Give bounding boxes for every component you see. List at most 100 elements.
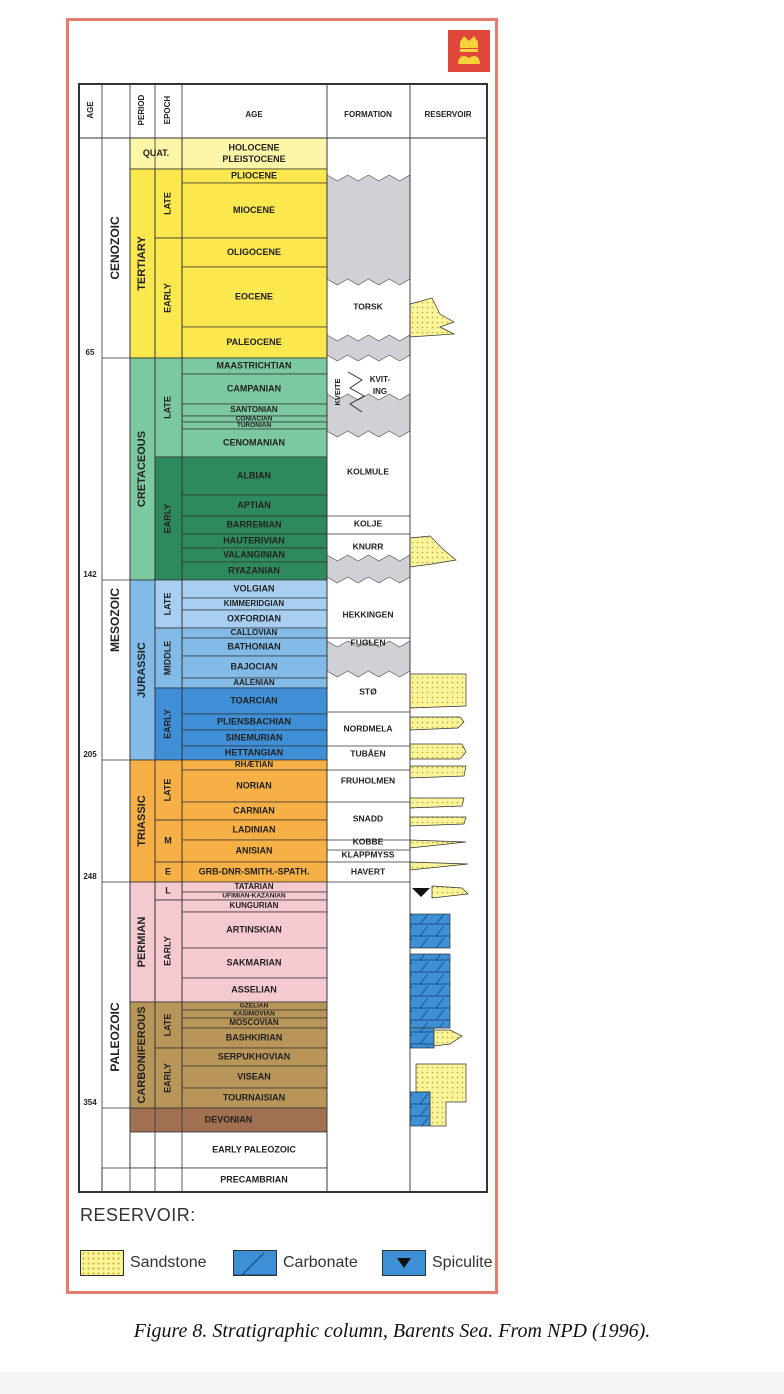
stage-label: SERPUKHOVIAN <box>218 1051 291 1061</box>
formation-label: KOLJE <box>354 518 383 528</box>
hiatus-area <box>326 174 411 286</box>
sandstone-body <box>409 816 467 827</box>
hiatus-area <box>326 554 411 584</box>
stage-label: CARNIAN <box>233 805 275 815</box>
stage-label: PALEOCENE <box>226 337 281 347</box>
stage-label: MOSCOVIAN <box>229 1018 279 1027</box>
stage-label: KUNGURIAN <box>230 901 279 910</box>
stage-band <box>181 911 328 949</box>
stage-band <box>181 373 328 405</box>
formation-label: FUGLEN <box>351 637 386 647</box>
legend-title: RESERVOIR: <box>80 1205 196 1225</box>
formation-label: HEKKINGEN <box>342 609 393 619</box>
stage-label: HAUTERIVIAN <box>223 535 285 545</box>
legend-sandstone: Sandstone <box>80 1250 207 1276</box>
header-age: AGE <box>86 101 95 119</box>
stage-band <box>181 977 328 1003</box>
npd-logo-icon <box>448 30 490 72</box>
legend-sandstone-label: Sandstone <box>130 1254 207 1271</box>
stage-label: MIOCENE <box>233 205 275 215</box>
period-label: TERTIARY <box>136 236 148 291</box>
stage-label: CENOMANIAN <box>223 437 285 447</box>
stage-band <box>181 237 328 268</box>
header-age-name: AGE <box>245 110 263 119</box>
stage-label: BATHONIAN <box>227 641 280 651</box>
stage-label: RHÆTIAN <box>235 760 273 769</box>
stage-label: SANTONIAN <box>230 405 278 414</box>
formation-label: ING <box>373 387 387 396</box>
header-formation: FORMATION <box>344 110 392 119</box>
stage-label: PLIENSBACHIAN <box>217 716 291 726</box>
stage-label: PRECAMBRIAN <box>220 1174 288 1184</box>
era-label: PALEOZOIC <box>108 1002 122 1071</box>
sandstone-body <box>409 797 465 809</box>
age-tick-label: 205 <box>83 750 97 759</box>
formation-label: TUBÅEN <box>350 748 385 758</box>
age-tick-label: 65 <box>86 348 95 357</box>
stage-label: KIMMERIDGIAN <box>224 599 285 608</box>
hiatus-area <box>326 334 411 362</box>
sandstone-body <box>409 297 456 338</box>
formation-label: NORDMELA <box>343 723 392 733</box>
age-tick-label: 354 <box>83 1098 97 1107</box>
stage-label: PLEISTOCENE <box>222 154 285 164</box>
formation-label: KLAPPMYSS <box>342 849 395 859</box>
formation-label: FRUHOLMEN <box>341 775 395 785</box>
header-epoch: EPOCH <box>163 96 172 125</box>
header-period: PERIOD <box>137 94 146 125</box>
stage-label: HOLOCENE <box>228 143 279 153</box>
formation-label: SNADD <box>353 813 383 823</box>
stage-label: HETTANGIAN <box>225 747 283 757</box>
figure-caption: Figure 8. Stratigraphic column, Barents … <box>133 1320 651 1342</box>
stage-label: AALENIAN <box>233 678 275 687</box>
stage-label: GRB-DNR-SMITH.-SPATH. <box>199 866 310 876</box>
spiculite-swatch-icon <box>382 1250 426 1276</box>
stage-label: BAJOCIAN <box>230 661 277 671</box>
stage-label: GZELIAN <box>240 1003 269 1010</box>
period-label: PERMIAN <box>136 917 148 968</box>
stage-label: CAMPANIAN <box>227 383 281 393</box>
stage-band <box>181 326 328 359</box>
formation-label: KNURR <box>353 541 384 551</box>
age-tick-label: 248 <box>83 872 97 881</box>
epoch-label: E <box>165 866 171 876</box>
stage-label: EOCENE <box>235 291 273 301</box>
epoch-label: EARLY <box>162 709 172 739</box>
period-label: TRIASSIC <box>136 795 148 846</box>
legend-carbonate: Carbonate <box>233 1250 358 1276</box>
period-label: JURASSIC <box>136 642 148 698</box>
header-reservoir: RESERVOIR <box>425 110 472 119</box>
spiculite-marker-icon <box>412 888 430 897</box>
stage-label: TATARIAN <box>234 882 273 891</box>
sandstone-swatch-icon <box>80 1250 124 1276</box>
stage-label: ARTINSKIAN <box>226 924 282 934</box>
column-svg: AGE PERIOD EPOCH AGE FORMATION RESERVOIR HOLOC… <box>80 85 486 1191</box>
stage-label: CONIACIAN <box>236 416 273 423</box>
stage-label: TOARCIAN <box>230 695 277 705</box>
period-label: CRETACEOUS <box>136 431 148 507</box>
sandstone-body <box>409 765 467 779</box>
carbonate-body <box>409 1027 435 1049</box>
formation-label: KOBBE <box>353 836 384 846</box>
stage-label: ANISIAN <box>235 845 272 855</box>
stage-label: MAASTRICHTIAN <box>217 360 292 370</box>
period-label: CARBONIFEROUS <box>136 1006 148 1103</box>
epoch-label: LATE <box>162 779 172 802</box>
epoch-label: LATE <box>162 192 172 215</box>
stage-band <box>181 266 328 328</box>
stage-label: VOLGIAN <box>233 583 274 593</box>
sandstone-body <box>409 535 457 568</box>
stage-label: TOURNAISIAN <box>223 1092 285 1102</box>
reservoir-legend: RESERVOIR: Sandstone Carbonate Spiculite <box>80 1205 500 1290</box>
age-tick-label: 142 <box>83 570 97 579</box>
carbonate-body <box>409 1091 431 1127</box>
stratigraphic-column: AGE PERIOD EPOCH AGE FORMATION RESERVOIR HOLOC… <box>78 83 488 1193</box>
epoch-label: L <box>165 885 171 895</box>
period-label: QUAT. <box>143 148 169 158</box>
stage-label: BARREMIAN <box>227 519 282 529</box>
formation-label: KVEITE <box>333 378 342 405</box>
legend-carbonate-label: Carbonate <box>283 1254 358 1271</box>
epoch-label: LATE <box>162 396 172 419</box>
stage-label: OXFORDIAN <box>227 613 281 623</box>
stage-label: SAKMARIAN <box>227 957 282 967</box>
